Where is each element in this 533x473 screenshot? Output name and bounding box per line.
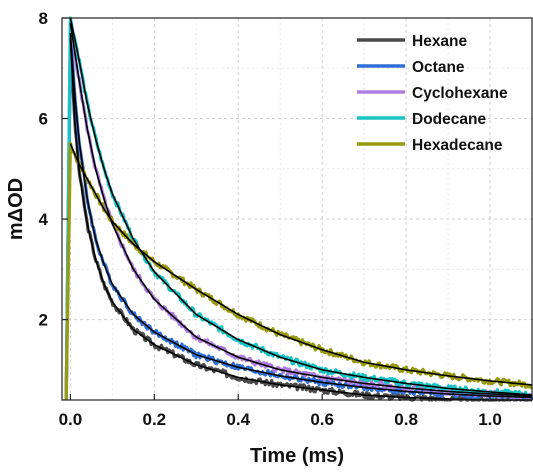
legend-label: Hexadecane (412, 137, 503, 154)
x-tick-label: 0.6 (310, 410, 334, 429)
x-tick-label: 0.0 (59, 410, 83, 429)
fit-curve-octane (69, 33, 533, 399)
fit-curve-hexane (69, 38, 532, 401)
legend-label: Cyclohexane (412, 85, 508, 102)
plot-frame (61, 17, 533, 401)
y-tick-label: 8 (39, 9, 48, 28)
legend: Hexane Octane Cyclohexane Dodecane Hexadecan… (357, 33, 508, 154)
y-axis-title: mΔOD (5, 178, 27, 240)
y-tick-label: 4 (39, 210, 49, 229)
legend-label: Dodecane (412, 111, 486, 128)
y-tick-label: 6 (39, 110, 48, 129)
fit-curve-cyclohexane (69, 22, 533, 397)
x-tick-label: 0.4 (226, 410, 250, 429)
legend-label: Octane (412, 59, 465, 76)
y-tick-label: 2 (39, 311, 48, 330)
fit-curve-hexadecane (69, 143, 533, 386)
x-tick-label: 0.2 (143, 410, 167, 429)
fit-curves (69, 17, 533, 401)
x-tick-label: 1.0 (478, 410, 502, 429)
legend-label: Hexane (412, 33, 468, 50)
fit-curve-dodecane (69, 17, 533, 396)
axis-ticks: 0.0 0.2 0.4 0.6 0.8 1.0 2 4 6 8 (39, 9, 502, 429)
x-axis-title: Time (ms) (250, 445, 344, 467)
series-line-octane (64, 34, 533, 402)
grid (62, 17, 532, 400)
x-tick-label: 0.8 (394, 410, 418, 429)
